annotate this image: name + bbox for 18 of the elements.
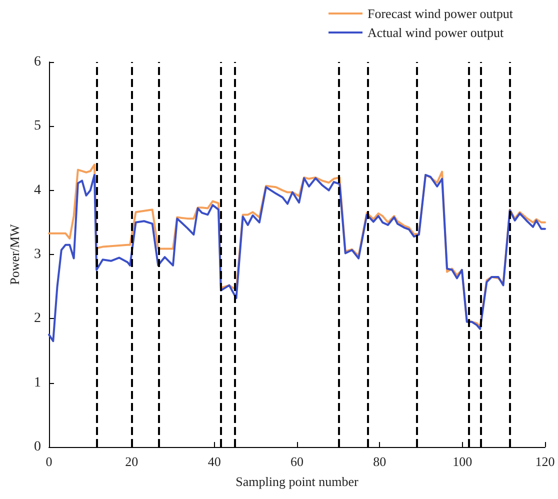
y-tick-label: 4 [34,182,41,198]
y-tick-label: 1 [34,375,41,390]
legend-label: Actual wind power output [368,25,504,40]
x-tick-label: 120 [535,454,555,469]
y-tick-label: 5 [34,118,41,134]
y-axis-title: Power/MW [7,223,22,285]
y-tick-label: 0 [34,440,41,454]
x-tick-label: 20 [125,454,138,469]
x-axis-title: Sampling point number [236,474,360,489]
legend-label: Forecast wind power output [368,6,514,21]
x-tick-label: 100 [452,454,472,469]
x-tick-label: 40 [208,454,221,469]
x-tick-label: 60 [290,454,304,469]
x-tick-label: 80 [373,454,386,469]
y-tick-label: 2 [34,311,41,326]
x-tick-label: 0 [46,454,52,469]
y-tick-label: 6 [34,54,41,70]
y-tick-label: 3 [34,247,41,262]
